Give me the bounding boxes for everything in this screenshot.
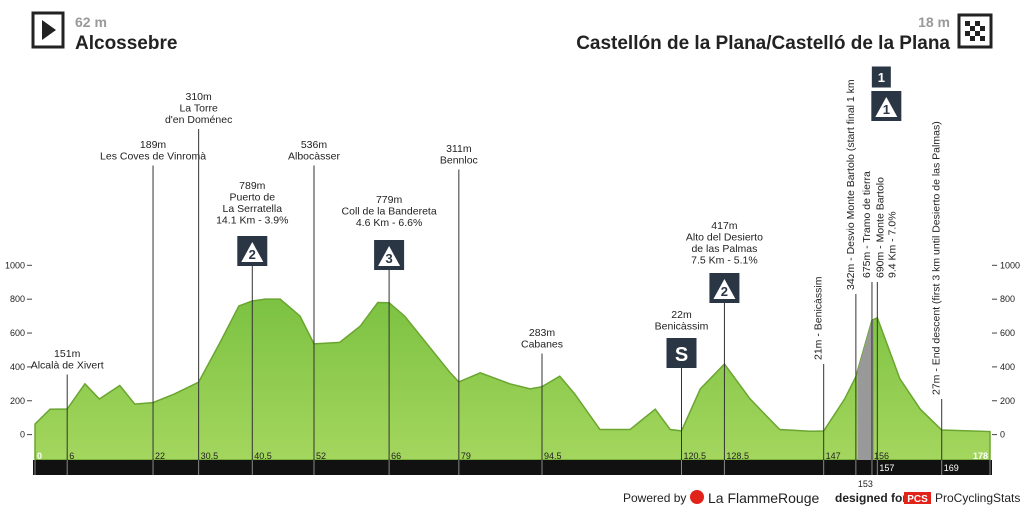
- annotation-text: 14.1 Km - 3.9%: [216, 215, 288, 227]
- finish-icon: [957, 13, 993, 49]
- km-bar: [33, 460, 992, 475]
- annotation-text: 22m: [671, 309, 692, 321]
- y-tick-label-right: 0: [1000, 430, 1005, 440]
- start-icon: [31, 11, 65, 49]
- pcs-name: ProCyclingStats: [935, 491, 1020, 505]
- annotation-text: 675m - Tramo de tierra: [861, 171, 873, 278]
- badge-label: 1: [883, 102, 890, 117]
- badge-label: 2: [249, 247, 256, 262]
- y-tick-label: 0: [20, 430, 25, 440]
- annotation-text: 151m: [54, 348, 81, 360]
- x-tick-label: 0: [37, 451, 42, 461]
- pcs: PCS: [907, 494, 928, 505]
- x-tick-label: 6: [69, 451, 74, 461]
- x-tick-label: 30.5: [201, 451, 219, 461]
- y-tick-label: 200: [10, 396, 25, 406]
- annotation-text: 27m - End descent (first 3 km until Desi…: [931, 121, 943, 395]
- badge-label: 3: [385, 251, 392, 266]
- annotation-text: 789m: [239, 180, 266, 192]
- category-badge: [666, 338, 697, 368]
- category-badge: [870, 65, 892, 89]
- gravel-section: [857, 319, 874, 460]
- annotation-text: 417m: [711, 220, 738, 232]
- annotation-text: Benicàssim: [655, 321, 709, 333]
- y-tick-label: 600: [10, 328, 25, 338]
- y-tick-label-right: 1000: [1000, 260, 1020, 270]
- annotation-text: 536m: [301, 139, 328, 151]
- x-tick-label: 52: [316, 451, 326, 461]
- x-tick-label: 169: [944, 463, 959, 473]
- annotation-text: 4.6 Km - 6.6%: [356, 217, 423, 229]
- badge-mountain: [241, 242, 264, 262]
- x-tick-label: 94.5: [544, 451, 562, 461]
- x-tick-label: 156: [874, 451, 889, 461]
- y-tick-label: 1000: [5, 260, 25, 270]
- brand-logo: [690, 490, 704, 504]
- annotation-text: 7.5 Km - 5.1%: [691, 255, 758, 267]
- powered-by: Powered by: [623, 491, 686, 505]
- annotation-text: 283m: [529, 327, 556, 339]
- brand: La FlammeRouge: [708, 490, 819, 506]
- designed-for: designed for: [835, 491, 907, 505]
- x-tick-label: 22: [155, 451, 165, 461]
- x-tick-label: 157: [879, 463, 894, 473]
- annotation-text: Bennloc: [440, 155, 478, 167]
- start-name: Alcossebre: [75, 33, 177, 54]
- annotation-text: Coll de la Bandereta: [342, 206, 437, 218]
- elevation-area: [34, 298, 991, 461]
- pcs-logo: [904, 492, 931, 504]
- annotation-text: Alto del Desierto: [686, 232, 763, 244]
- annotation-text: Les Coves de Vinromà: [100, 151, 206, 163]
- start-arrow: [42, 20, 56, 40]
- badge-mountain: [875, 97, 898, 117]
- badge-label: S: [675, 344, 688, 366]
- annotation-text: de las Palmas: [691, 243, 757, 255]
- annotation-text: Albocàsser: [288, 151, 340, 163]
- x-tick-label: 66: [391, 451, 401, 461]
- badge-mountain: [713, 279, 736, 299]
- annotation-text: 189m: [140, 139, 167, 151]
- y-tick-label: 400: [10, 362, 25, 372]
- annotation-text: 9.4 Km - 7.0%: [886, 211, 898, 278]
- start-elevation: 62 m: [75, 14, 107, 30]
- y-tick-label-right: 800: [1000, 294, 1015, 304]
- y-tick-label-right: 600: [1000, 328, 1015, 338]
- x-tick-label: 79: [461, 451, 471, 461]
- x-tick-label: 40.5: [254, 451, 272, 461]
- annotation-text: 779m: [376, 194, 403, 206]
- badge-label: 2: [721, 284, 728, 299]
- annotation-text: 310m: [186, 91, 213, 103]
- finish-name: Castellón de la Plana/Castelló de la Pla…: [576, 33, 950, 54]
- annotation-text: 690m - Monte Bartolo: [874, 177, 886, 278]
- x-tick-label: 178: [973, 451, 988, 461]
- annotation-text: Cabanes: [521, 339, 563, 351]
- annotation-text: Alcalà de Xivert: [31, 360, 104, 372]
- annotation-text: d'en Doménec: [165, 114, 232, 126]
- annotation-text: La Serratella: [223, 203, 283, 215]
- badge-mountain: [378, 246, 401, 266]
- annotation-text: 342m - Desvio Monte Bartolo (start final…: [845, 79, 857, 290]
- x-tick-label: 120.5: [684, 451, 707, 461]
- annotation-text: 311m: [446, 143, 472, 155]
- x-tick-label: 153: [858, 479, 873, 489]
- annotation-text: 21m - Benicàssim: [813, 276, 825, 360]
- finish-elevation: 18 m: [918, 14, 950, 30]
- x-tick-label: 147: [826, 451, 841, 461]
- y-tick-label-right: 200: [1000, 396, 1015, 406]
- y-tick-label: 800: [10, 294, 25, 304]
- y-tick-label-right: 400: [1000, 362, 1015, 372]
- x-tick-label: 128.5: [726, 451, 749, 461]
- annotation-text: Puerto de: [230, 192, 276, 204]
- annotation-text: La Torre: [179, 103, 217, 115]
- badge-label: 1: [878, 70, 885, 85]
